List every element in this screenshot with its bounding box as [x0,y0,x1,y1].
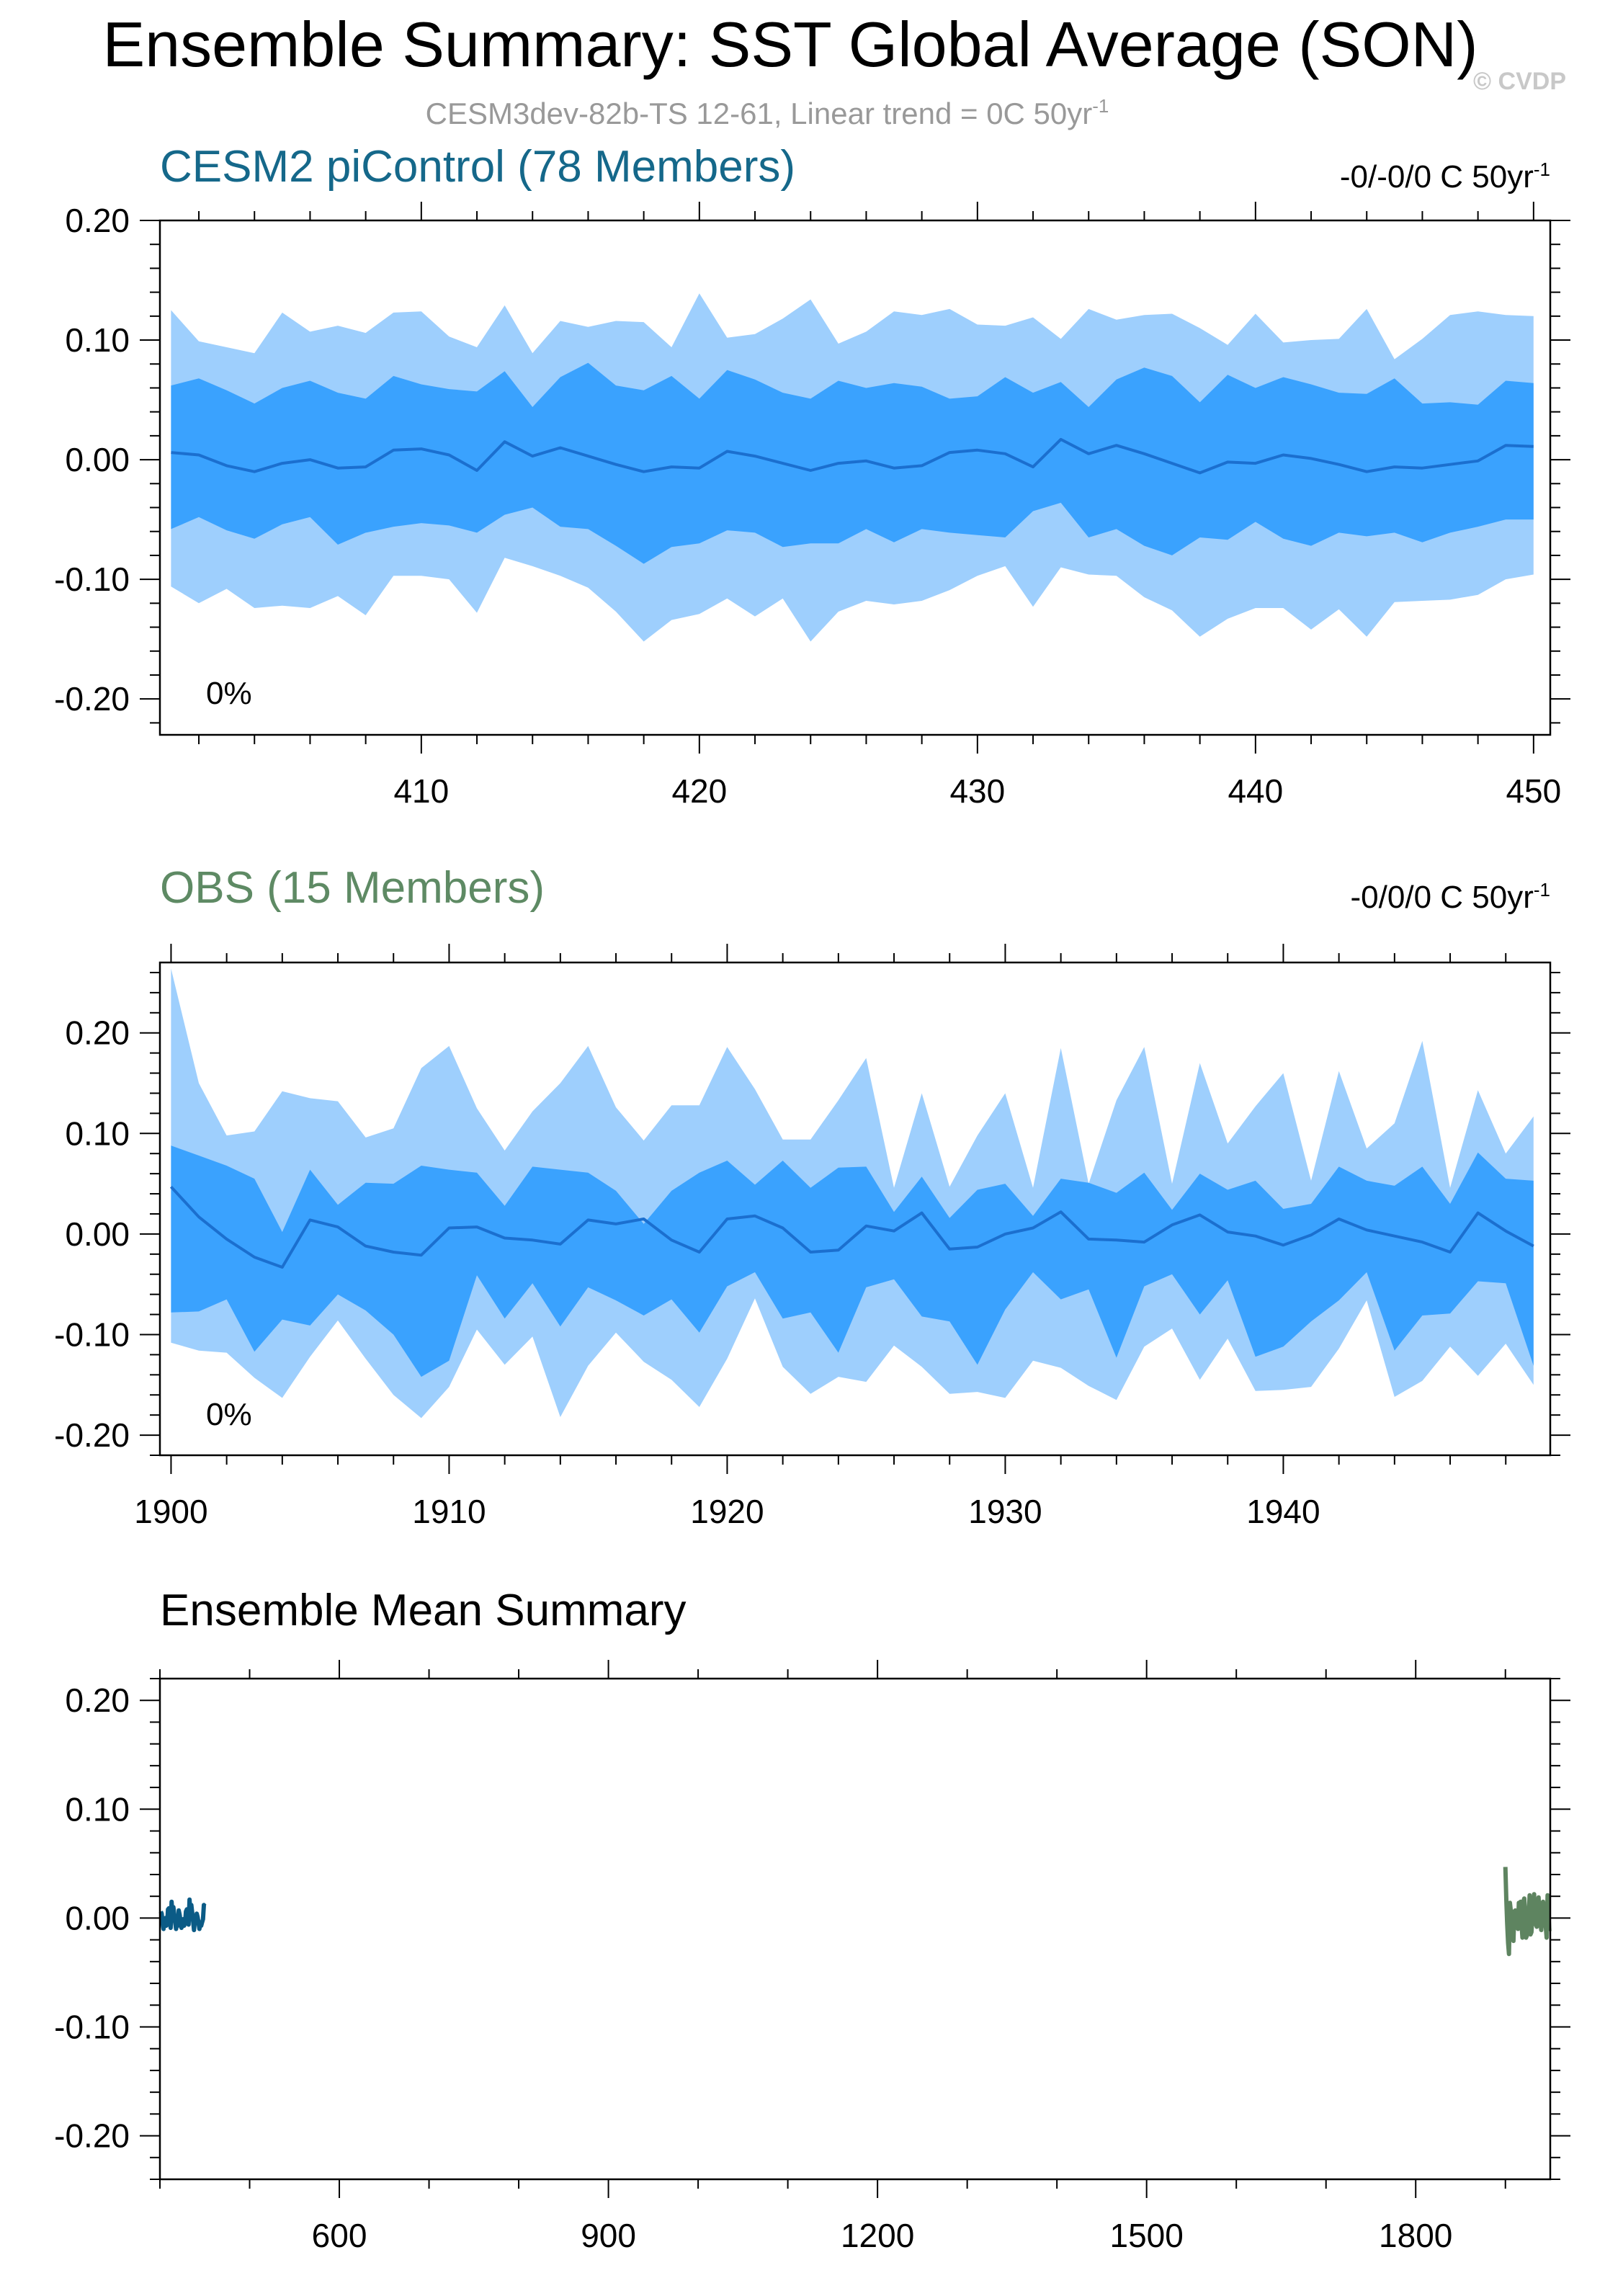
y-tick-label-summary: 0.00 [65,1899,130,1937]
y-tick-label-cesm2: 0.00 [65,441,130,478]
figure-subtitle-text: CESM3dev-82b-TS 12-61, Linear trend = 0C… [426,97,1093,130]
x-tick-label-summary: 1500 [1110,2217,1184,2254]
y-tick-label-summary: -0.20 [54,2117,130,2155]
y-tick-label-cesm2: -0.10 [54,560,130,598]
panel-cesm2-picontrol: CESM2 piControl (78 Members) -0/-0/0 C 5… [54,142,1570,810]
y-tick-label-obs: 0.10 [65,1115,130,1152]
x-tick-label-cesm2: 410 [393,772,449,810]
x-tick-label-obs: 1920 [690,1493,764,1530]
x-tick-label-summary: 600 [312,2217,367,2254]
summary-line-cesm2-picontrol [158,1897,207,1932]
y-tick-label-obs: -0.20 [54,1416,130,1454]
y-tick-label-cesm2: -0.20 [54,680,130,718]
trend-label-obs: -0/0/0 C 50yr-1 [1351,879,1550,915]
y-tick-label-obs: 0.20 [65,1014,130,1052]
panel-title-obs: OBS (15 Members) [160,863,545,913]
panel-title-cesm2: CESM2 piControl (78 Members) [160,142,795,192]
plot-frame-summary [158,1677,1552,2181]
y-tick-label-cesm2: 0.20 [65,202,130,239]
trend-text-obs: -0/0/0 C 50yr [1351,880,1534,915]
panel-ensemble-mean-summary: Ensemble Mean Summary 0.20 0.10 0.00 -0.10 -… [54,1586,1570,2254]
ensemble-mean-line-cesm2 [171,437,1534,475]
y-tick-label-obs: 0.00 [65,1215,130,1253]
x-tick-label-cesm2: 430 [949,772,1005,810]
x-tick-label-obs: 1900 [134,1493,207,1530]
x-tick-label-cesm2: 420 [671,772,727,810]
trend-sup-obs: -1 [1534,879,1550,901]
trend-label-cesm2: -0/-0/0 C 50yr-1 [1340,158,1550,195]
x-tick-label-obs: 1940 [1246,1493,1320,1530]
pct-label-obs: 0% [206,1397,252,1432]
x-tick-label-summary: 1200 [841,2217,914,2254]
x-tick-label-cesm2: 450 [1506,772,1561,810]
trend-sup-cesm2: -1 [1534,158,1550,180]
summary-line-obs [1503,1867,1552,1957]
figure-subtitle: CESM3dev-82b-TS 12-61, Linear trend = 0C… [426,95,1109,130]
plot-frame-cesm2 [158,219,1552,736]
watermark: © CVDP [1473,68,1566,95]
x-tick-label-cesm2: 440 [1228,772,1283,810]
x-tick-label-summary: 900 [581,2217,636,2254]
y-tick-label-summary: 0.10 [65,1790,130,1828]
band-inner-obs [171,1145,1534,1377]
figure-subtitle-sup: -1 [1092,95,1109,117]
x-tick-label-obs: 1930 [968,1493,1042,1530]
ensemble-mean-line-obs [169,1185,1534,1269]
y-tick-label-summary: 0.20 [65,1681,130,1719]
y-tick-label-cesm2: 0.10 [65,321,130,359]
x-tick-label-obs: 1910 [412,1493,486,1530]
panel-title-summary: Ensemble Mean Summary [160,1586,687,1635]
pct-label-cesm2: 0% [206,676,252,711]
trend-text-cesm2: -0/-0/0 C 50yr [1340,159,1534,195]
y-tick-label-obs: -0.10 [54,1315,130,1353]
plot-frame-obs [158,961,1552,1457]
x-tick-label-summary: 1800 [1379,2217,1452,2254]
panel-obs: OBS (15 Members) -0/0/0 C 50yr-1 0.20 0.1… [54,863,1570,1530]
y-tick-label-summary: -0.10 [54,2008,130,2045]
figure-title: Ensemble Summary: SST Global Average (SO… [102,9,1477,80]
